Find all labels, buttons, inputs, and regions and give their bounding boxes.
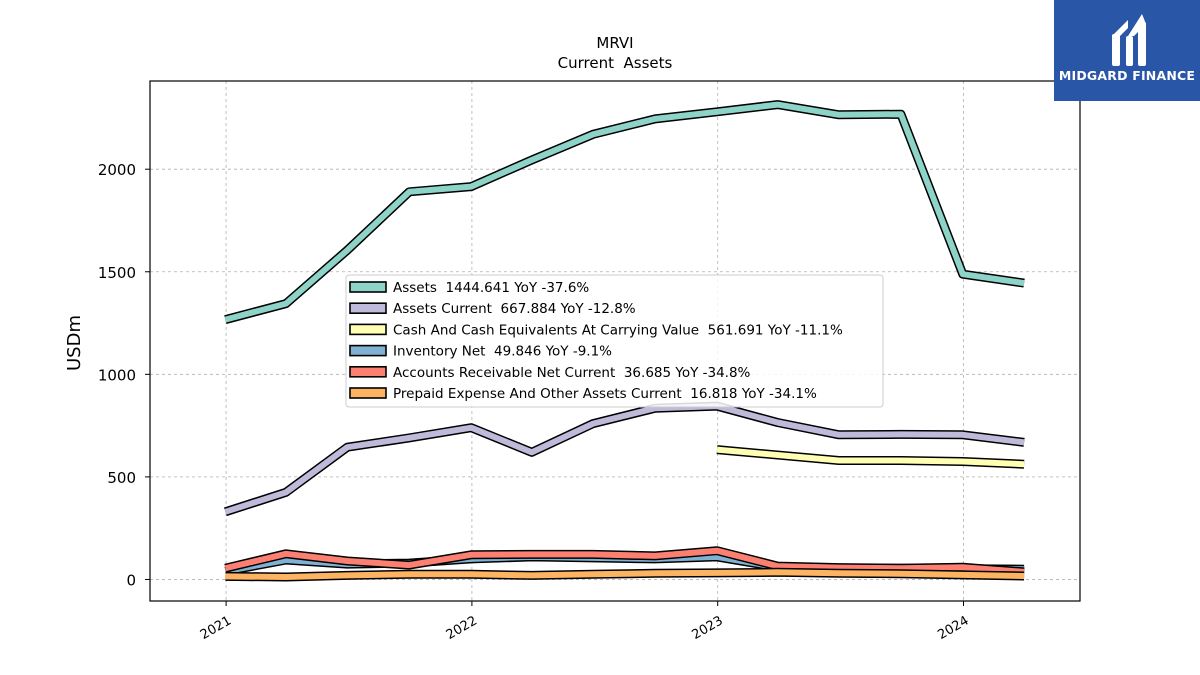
legend-entry: Accounts Receivable Net Current 36.685 Y… [349,365,751,381]
series-line [716,446,1025,468]
series-assets-current [224,401,1025,517]
legend-swatch [349,365,387,378]
x-tick-label: 2022 [444,613,480,643]
legend-entry: Assets Current 667.884 YoY -12.8% [349,301,636,317]
y-tick-label: 0 [126,571,136,589]
legend: Assets 1444.641 YoY -37.6% Assets Current… [345,274,884,408]
x-tick-label: 2021 [198,613,234,643]
legend-box [345,274,884,408]
y-axis-label: USDm [64,315,85,371]
legend-swatch [349,387,387,399]
legend-label: Assets Current 667.884 YoY -12.8% [393,301,636,317]
logo-mark-icon [1112,14,1146,66]
series-line [224,101,1025,323]
series-assets [224,100,1025,324]
legend-entry: Assets 1444.641 YoY -37.6% [349,280,589,296]
legend-label: Inventory Net 49.846 YoY -9.1% [393,344,612,360]
y-tick-label: 2000 [98,161,136,179]
legend-label: Assets 1444.641 YoY -37.6% [393,280,589,296]
series-line [224,547,1025,575]
x-tick-label: 2024 [935,613,971,643]
chart-subtitle: Current Assets [558,54,673,72]
series-layer [224,100,1025,582]
legend-swatch [349,323,387,336]
y-tick-label: 500 [107,469,136,487]
legend-swatch [349,281,387,293]
series-accounts-receivable-net-current [224,546,1025,577]
chart-title: MRVI [596,34,633,52]
legend-swatch [349,344,387,357]
legend-label: Prepaid Expense And Other Assets Current… [393,386,817,402]
legend-label: Cash And Cash Equivalents At Carrying Va… [393,322,843,338]
legend-entry: Inventory Net 49.846 YoY -9.1% [349,344,612,360]
legend-swatch [349,302,387,315]
y-tick-label: 1500 [98,264,136,282]
series-line [224,403,1025,515]
x-tick-label: 2023 [690,613,726,643]
y-tick-label: 1000 [98,366,136,384]
series-prepaid-expense-and-other-assets-current [225,567,1025,582]
series-line [225,569,1025,580]
legend-entry: Cash And Cash Equivalents At Carrying Va… [349,322,843,338]
midgard-finance-logo: MIDGARD FINANCE [1054,0,1200,101]
plot-frame [149,80,1081,602]
series-cash-and-cash-equivalents-at-carrying-value [716,445,1025,469]
legend-entry: Prepaid Expense And Other Assets Current… [349,386,817,402]
logo-name: MIDGARD FINANCE [1058,68,1196,83]
legend-label: Accounts Receivable Net Current 36.685 Y… [393,365,751,381]
